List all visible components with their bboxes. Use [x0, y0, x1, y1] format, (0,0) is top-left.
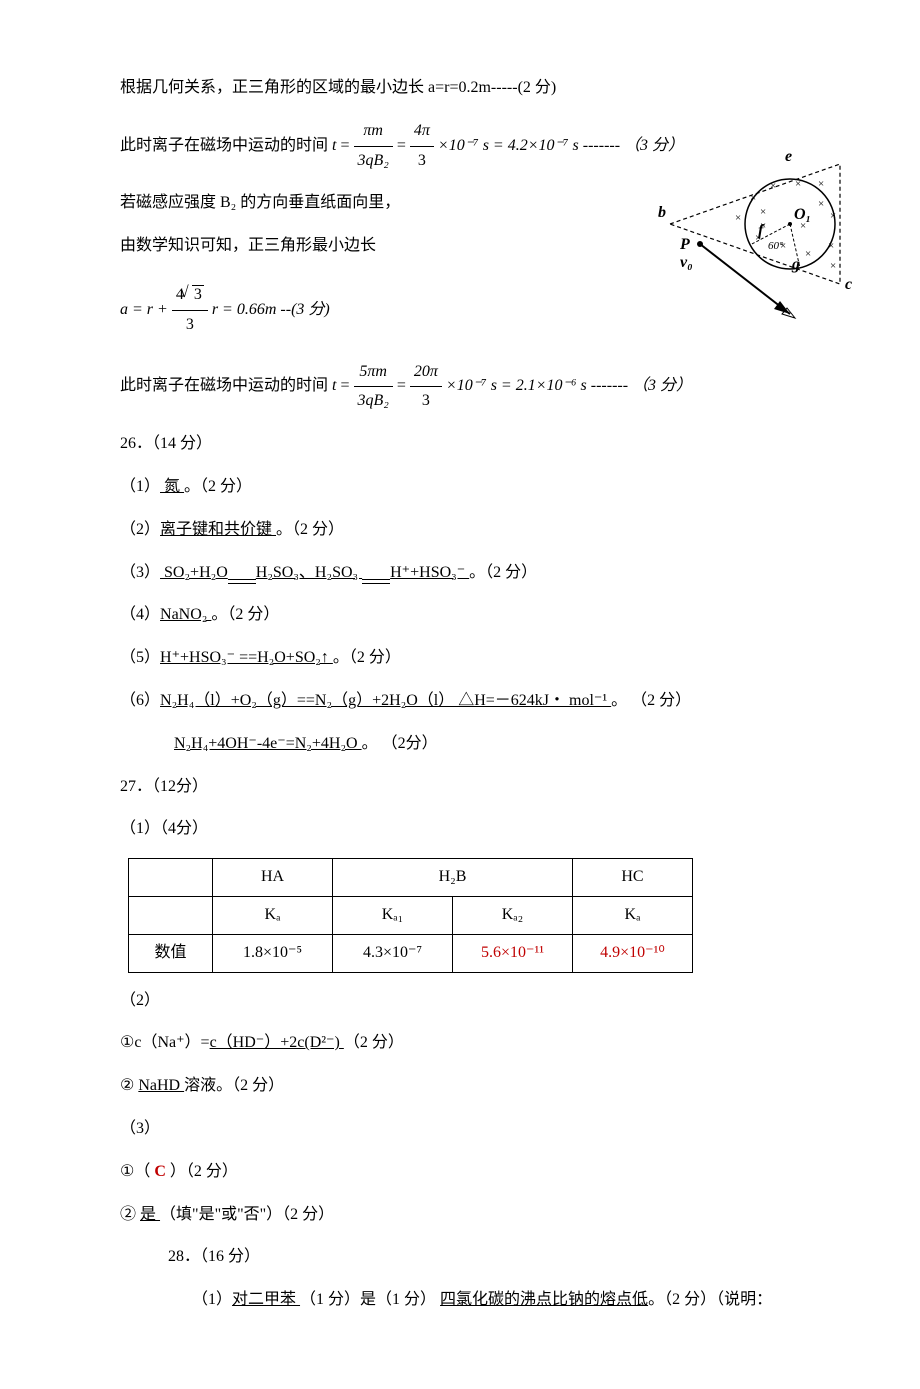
answer-blank: N₂H₄（l）+O₂（g）==N₂（g）+2H₂O（l） △H=－624kJ・ …: [160, 692, 611, 709]
var-t: t: [332, 132, 336, 161]
answer-blank: SO₂+H₂OH₂SO₃、H₂SO₃ H⁺+HSO₃⁻: [160, 564, 469, 581]
answer-blank: 氮: [160, 478, 184, 495]
equation-a: a = r + 43 3 r = 0.66m --(3 分): [120, 281, 860, 340]
answer-blank: 对二甲苯: [232, 1291, 300, 1308]
eq-lead: 此时离子在磁场中运动的时间: [120, 372, 328, 401]
answer-blank: NaHD: [138, 1077, 184, 1094]
table-row-header: HA H₂B HC: [129, 859, 693, 897]
table-row-values: 数值 1.8×10⁻⁵ 4.3×10⁻⁷ 5.6×10⁻¹¹ 4.9×10⁻¹⁰: [129, 934, 693, 972]
svg-text:×: ×: [830, 210, 836, 222]
frac-1: πm 3qB₂: [354, 117, 393, 176]
answer-blank: 是: [140, 1206, 160, 1223]
eq-lead: 此时离子在磁场中运动的时间: [120, 132, 328, 161]
eq2-tail: r = 0.66m --(3 分): [212, 296, 330, 325]
table-cell: HC: [573, 859, 693, 897]
q26-3: （3） SO₂+H₂OH₂SO₃、H₂SO₃ H⁺+HSO₃⁻ 。（2 分）: [120, 559, 860, 588]
frac-2: 4π 3: [410, 117, 434, 176]
acid-constants-table: HA H₂B HC Kₐ Kₐ₁ Kₐ₂ Kₐ 数值 1.8×10⁻⁵ 4.3×…: [128, 858, 693, 972]
table-cell: Kₐ: [213, 896, 333, 934]
answer-choice: C: [154, 1163, 170, 1180]
frac-4: 20π 3: [410, 358, 442, 417]
table-cell: [129, 896, 213, 934]
q27-1: （1）（4分）: [120, 815, 860, 844]
table-cell: 1.8×10⁻⁵: [213, 934, 333, 972]
q26-2: （2）离子键和共价键 。（2 分）: [120, 516, 860, 545]
q27-3: （3）: [120, 1115, 860, 1144]
text: 根据几何关系，正三角形的区域的最小边长 a=r=0.2m-----(2 分): [120, 79, 556, 96]
svg-text:×: ×: [795, 178, 801, 190]
q28-header: 28．（16 分）: [120, 1243, 860, 1272]
table-cell: 4.3×10⁻⁷: [333, 934, 453, 972]
svg-text:×: ×: [818, 178, 824, 190]
table-cell: HA: [213, 859, 333, 897]
q26-header: 26．（14 分）: [120, 430, 860, 459]
q26-1: （1） 氮 。（2 分）: [120, 473, 860, 502]
frac-3: 5πm 3qB₂: [354, 358, 393, 417]
svg-text:b: b: [658, 204, 666, 221]
q27-2: （2）: [120, 987, 860, 1016]
q26-6b: N₂H₄+4OH⁻-4e⁻=N₂+4H₂O 。 （2分）: [120, 730, 860, 759]
q27-header: 27．（12分）: [120, 773, 860, 802]
svg-text:e: e: [785, 149, 792, 165]
text: 若磁感应强度 B₂ 的方向垂直纸面向里，: [120, 194, 400, 211]
table-cell: [129, 859, 213, 897]
q27-3-1: ①（ C ）（2 分）: [120, 1158, 860, 1187]
table-cell: Kₐ₁: [333, 896, 453, 934]
svg-text:×: ×: [830, 260, 836, 272]
q27-2-1: ①c（Na⁺）=c（HD⁻）+2c(D²⁻) （2 分）: [120, 1029, 860, 1058]
eq2-lead: a = r +: [120, 296, 168, 325]
table-cell: Kₐ₂: [453, 896, 573, 934]
q27-3-2: ② 是 （填"是"或"否"）（2 分）: [120, 1201, 860, 1230]
svg-text:×: ×: [735, 212, 741, 224]
table-cell-label: 数值: [129, 934, 213, 972]
answer-blank: c（HD⁻）+2c(D²⁻): [210, 1034, 344, 1051]
var-t: t: [332, 372, 336, 401]
table-cell: Kₐ: [573, 896, 693, 934]
equation-t2: 此时离子在磁场中运动的时间 t = 5πm 3qB₂ = 20π 3 ×10⁻⁷…: [120, 358, 860, 417]
eq-tail: ×10⁻⁷ s = 2.1×10⁻⁶ s ------- （3 分）: [446, 372, 692, 401]
paragraph-geometry: 根据几何关系，正三角形的区域的最小边长 a=r=0.2m-----(2 分): [120, 74, 860, 103]
q26-4: （4）NaNO₂ 。（2 分）: [120, 601, 860, 630]
paragraph-math-known: 由数学知识可知，正三角形最小边长: [120, 232, 860, 261]
table-cell-highlight: 5.6×10⁻¹¹: [453, 934, 573, 972]
answer-blank: NaNO₂: [160, 606, 211, 623]
svg-text:×: ×: [760, 206, 766, 218]
svg-text:×: ×: [770, 180, 776, 192]
answer-blank: H⁺+HSO₃⁻ ==H₂O+SO₂↑: [160, 649, 333, 666]
answer-blank: 四氯化碳的沸点比钠的熔点低: [440, 1291, 648, 1308]
frac-a: 43 3: [172, 281, 208, 340]
answer-blank: 离子键和共价键: [160, 521, 276, 538]
q27-2-2: ② NaHD 溶液。（2 分）: [120, 1072, 860, 1101]
answer-blank: N₂H₄+4OH⁻-4e⁻=N₂+4H₂O: [174, 735, 362, 752]
table-cell-highlight: 4.9×10⁻¹⁰: [573, 934, 693, 972]
svg-text:×: ×: [818, 198, 824, 210]
q26-5: （5）H⁺+HSO₃⁻ ==H₂O+SO₂↑ 。（2 分）: [120, 644, 860, 673]
q26-6: （6）N₂H₄（l）+O₂（g）==N₂（g）+2H₂O（l） △H=－624k…: [120, 687, 860, 716]
q28-1: （1）对二甲苯 （1 分）是（1 分） 四氯化碳的沸点比钠的熔点低。（2 分）（…: [120, 1286, 860, 1315]
triangle: [670, 164, 840, 284]
svg-text:O₁: O₁: [794, 206, 811, 223]
table-cell: H₂B: [333, 859, 573, 897]
paragraph-b2-direction: 若磁感应强度 B₂ 的方向垂直纸面向里， ×××× ×××× ×××× ×××: [120, 189, 860, 218]
table-row-k: Kₐ Kₐ₁ Kₐ₂ Kₐ: [129, 896, 693, 934]
text: 由数学知识可知，正三角形最小边长: [120, 237, 376, 254]
svg-text:×: ×: [750, 192, 756, 204]
